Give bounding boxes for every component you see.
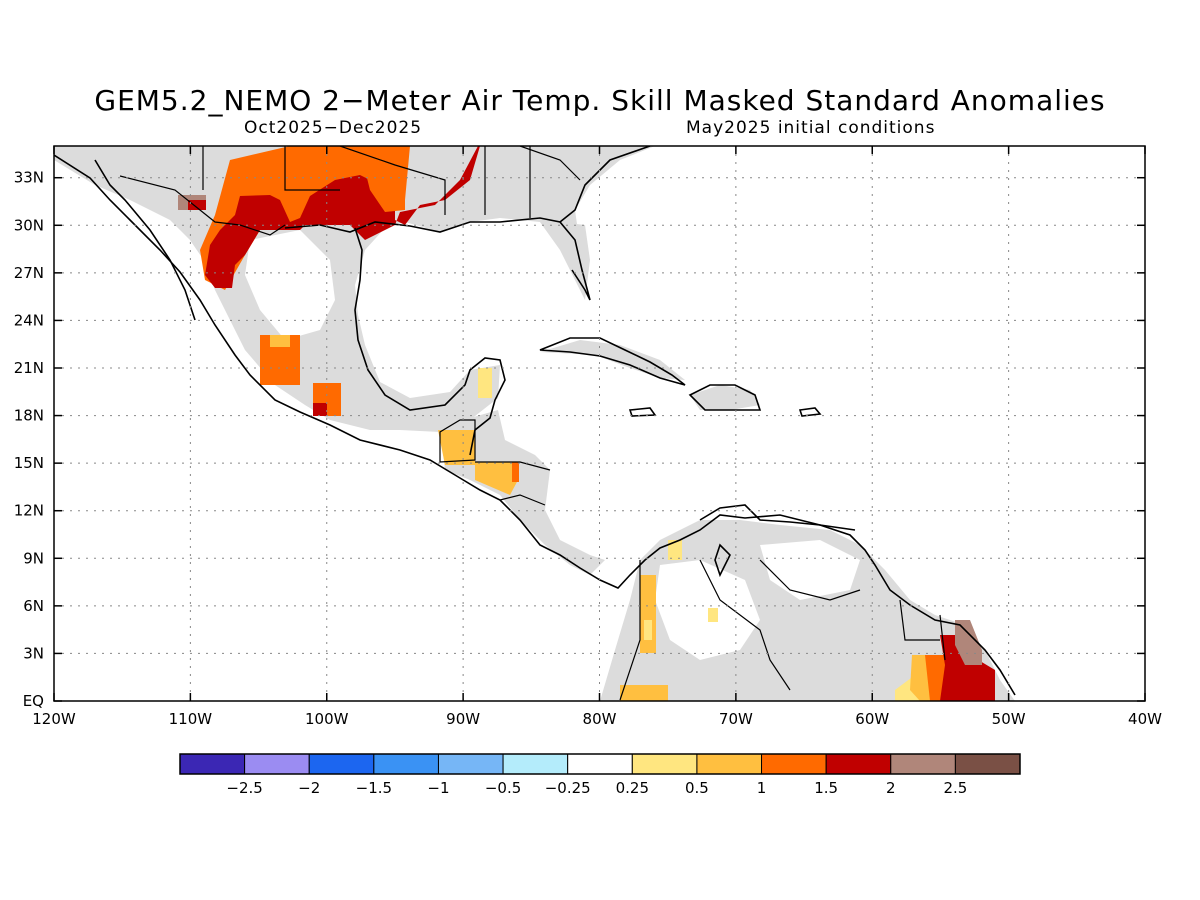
colorbar-swatch xyxy=(825,753,892,775)
lat-tick-label: 33N xyxy=(14,169,44,187)
colorbar-swatch xyxy=(954,753,1021,775)
lat-tick-label: 3N xyxy=(23,644,44,662)
lon-tick-label: 90W xyxy=(446,710,480,728)
lon-tick-label: 70W xyxy=(719,710,753,728)
colorbar-swatch xyxy=(761,753,827,775)
colorbar: −2.5 −2 −1.5 −1 −0.5 −0.25 0.25 0.5 1 1.5 2 2.5 xyxy=(179,753,1021,797)
lat-tick-label: 24N xyxy=(14,311,44,329)
colorbar-swatch xyxy=(631,753,698,775)
lat-tick-label: EQ xyxy=(23,692,44,710)
colorbar-swatch xyxy=(890,753,956,775)
masked-land-florida xyxy=(560,222,590,300)
lat-tick-label: 15N xyxy=(14,454,44,472)
colorbar-label: 1.5 xyxy=(814,779,838,797)
colorbar-swatch xyxy=(567,753,633,775)
lat-tick-label: 9N xyxy=(23,549,44,567)
lat-tick-label: 18N xyxy=(14,407,44,425)
lon-tick-label: 110W xyxy=(169,710,213,728)
colorbar-label: −0.25 xyxy=(545,779,591,797)
masked-land-north-america xyxy=(54,146,655,432)
colorbar-swatch xyxy=(373,753,439,775)
colorbar-label: 1 xyxy=(757,779,767,797)
colorbar-label: −2.5 xyxy=(226,779,262,797)
borders xyxy=(119,146,946,701)
anomaly-colombia xyxy=(620,540,718,701)
lat-tick-label: 21N xyxy=(14,359,44,377)
colorbar-swatch xyxy=(244,753,310,775)
colorbar-label: 0.5 xyxy=(685,779,709,797)
axes: 120W 110W 100W 90W 80W 70W 60W 50W 40W EQ 3N 6N 9N 12… xyxy=(14,146,1162,728)
colorbar-label: −0.5 xyxy=(485,779,521,797)
lon-tick-label: 120W xyxy=(32,710,76,728)
lat-tick-label: 12N xyxy=(14,502,44,520)
colorbar-label: 2 xyxy=(886,779,896,797)
colorbar-swatch xyxy=(696,753,763,775)
map-plot-area xyxy=(54,146,1145,701)
grid xyxy=(54,146,1145,701)
masked-land-central-america xyxy=(440,410,605,575)
colorbar-swatch xyxy=(502,753,569,775)
initial-conditions: May2025 initial conditions xyxy=(686,118,936,138)
colorbar-label: 2.5 xyxy=(943,779,967,797)
lat-tick-label: 27N xyxy=(14,264,44,282)
mexico-unmasked-area xyxy=(245,230,335,340)
colombia-unmasked-area xyxy=(655,560,760,660)
anomaly-mexico xyxy=(260,335,341,416)
anomaly-central-america xyxy=(438,368,519,495)
forecast-period: Oct2025−Dec2025 xyxy=(244,118,423,138)
lat-tick-label: 6N xyxy=(23,597,44,615)
lon-tick-label: 60W xyxy=(855,710,889,728)
lon-tick-label: 40W xyxy=(1128,710,1162,728)
colorbar-swatch xyxy=(179,753,246,775)
colorbar-swatch xyxy=(437,753,504,775)
lat-tick-label: 30N xyxy=(14,216,44,234)
lon-tick-label: 100W xyxy=(305,710,349,728)
colorbar-label: −1.5 xyxy=(356,779,392,797)
colorbar-swatch xyxy=(308,753,375,775)
coastlines xyxy=(54,146,1016,696)
colorbar-frame xyxy=(179,753,1021,775)
lon-tick-label: 80W xyxy=(583,710,617,728)
colorbar-label: 0.25 xyxy=(616,779,649,797)
colorbar-label: −2 xyxy=(298,779,320,797)
map-title: GEM5.2_NEMO 2−Meter Air Temp. Skill Mask… xyxy=(94,84,1106,117)
lon-tick-label: 50W xyxy=(992,710,1026,728)
colorbar-label: −1 xyxy=(427,779,449,797)
masked-land-hispaniola xyxy=(690,385,760,410)
